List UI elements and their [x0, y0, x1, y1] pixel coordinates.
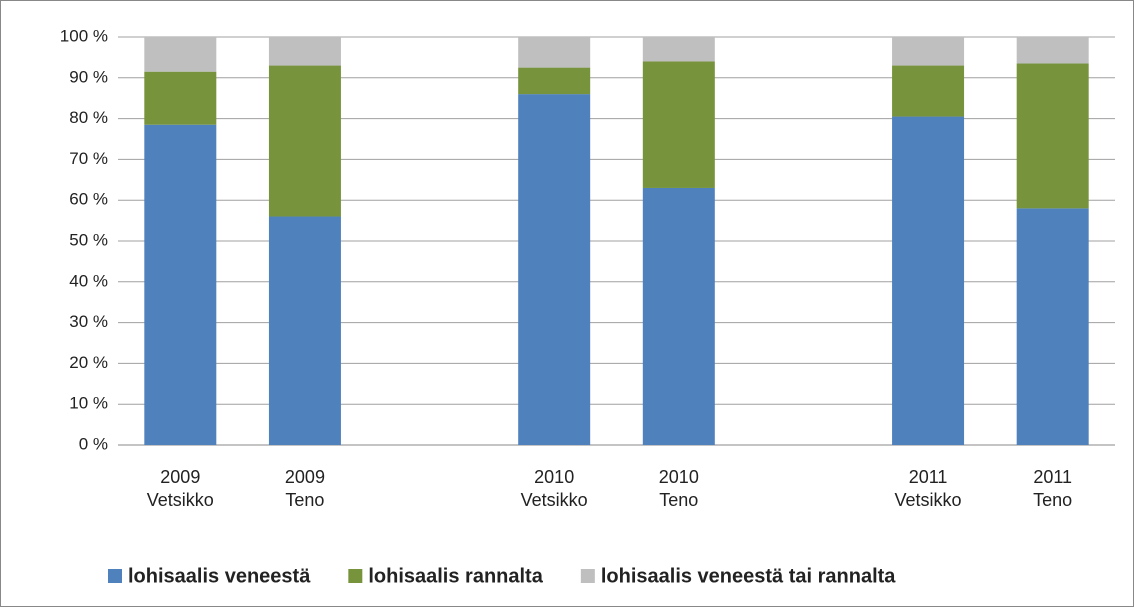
- bar-segment: [518, 37, 591, 68]
- legend-swatch: [580, 569, 595, 583]
- bar-segment: [268, 65, 341, 217]
- bar-segment: [642, 37, 715, 62]
- bar-segment: [642, 187, 715, 445]
- bar-segment: [144, 37, 217, 72]
- x-tick-label: 2010 Vetsikko: [520, 467, 588, 510]
- legend-swatch: [108, 569, 122, 583]
- bar-segment: [892, 116, 965, 445]
- bar-segment: [144, 71, 217, 125]
- y-tick-label: 10 %: [69, 394, 108, 413]
- x-tick-label: 2011 Vetsikko: [894, 467, 962, 510]
- bar-segment: [1016, 37, 1089, 64]
- bar-segment: [268, 37, 341, 66]
- bar-segment: [1016, 63, 1089, 209]
- bar-segment: [518, 67, 591, 95]
- y-tick-label: 40 %: [69, 271, 108, 290]
- y-tick-label: 30 %: [69, 312, 108, 331]
- y-tick-label: 100 %: [60, 26, 108, 45]
- x-tick-label: 2010 Teno: [658, 467, 699, 510]
- x-tick-label: 2009 Teno: [284, 467, 325, 510]
- legend-label: lohisaalis veneestä: [128, 565, 311, 587]
- x-tick-label: 2009 Vetsikko: [146, 467, 214, 510]
- y-tick-label: 60 %: [69, 190, 108, 209]
- bar-segment: [268, 216, 341, 445]
- legend-swatch: [348, 569, 363, 583]
- bar-segment: [518, 94, 591, 446]
- y-tick-label: 20 %: [69, 353, 108, 372]
- y-tick-label: 50 %: [69, 230, 108, 249]
- y-tick-label: 90 %: [69, 67, 108, 86]
- bar-segment: [144, 124, 217, 445]
- bar-segment: [642, 61, 715, 188]
- y-tick-label: 70 %: [69, 149, 108, 168]
- legend-label: lohisaalis veneestä tai rannalta: [601, 565, 896, 587]
- x-tick-label: 2011 Teno: [1033, 467, 1073, 510]
- bar-segment: [892, 65, 965, 117]
- bar-segment: [1016, 208, 1089, 445]
- bar-segment: [892, 37, 965, 66]
- y-tick-label: 0 %: [79, 434, 108, 453]
- legend-label: lohisaalis rannalta: [368, 565, 543, 587]
- y-tick-label: 80 %: [69, 108, 108, 127]
